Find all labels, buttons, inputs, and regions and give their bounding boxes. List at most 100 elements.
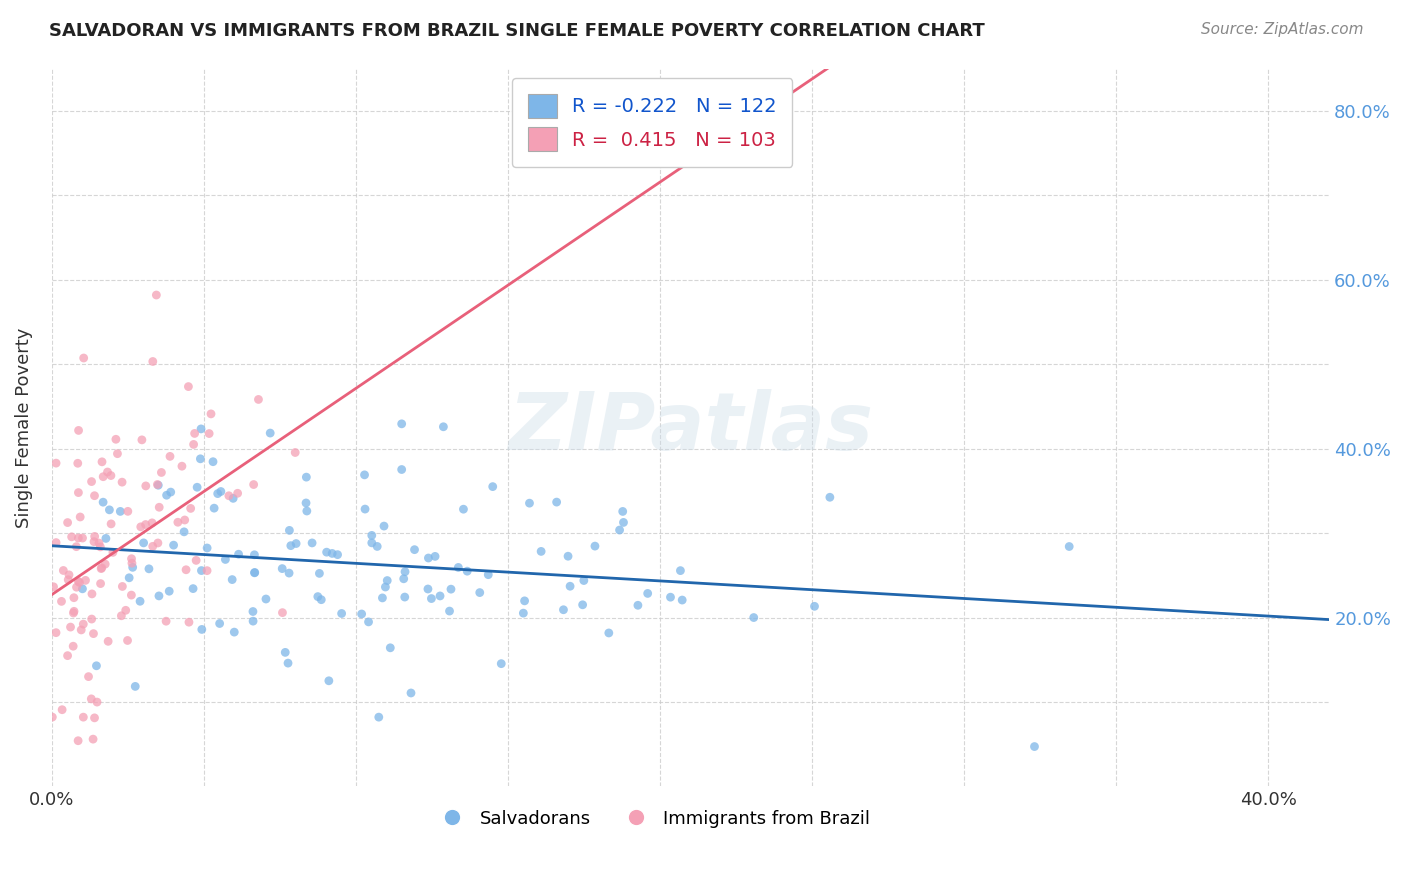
Point xyxy=(145,288,167,302)
Point xyxy=(468,585,491,599)
Point xyxy=(86,658,108,673)
Point xyxy=(247,392,270,407)
Point xyxy=(404,542,426,557)
Point xyxy=(107,447,129,461)
Point xyxy=(420,591,443,606)
Point xyxy=(198,426,221,441)
Point xyxy=(69,510,91,524)
Point xyxy=(259,425,281,440)
Point xyxy=(481,480,503,494)
Point xyxy=(177,379,200,393)
Point xyxy=(350,607,373,621)
Point xyxy=(277,656,299,670)
Point xyxy=(440,582,463,597)
Point xyxy=(63,604,86,618)
Point xyxy=(609,523,631,537)
Point xyxy=(94,532,117,546)
Point xyxy=(392,572,415,586)
Point xyxy=(308,566,330,581)
Point xyxy=(558,579,581,593)
Point xyxy=(321,546,343,560)
Point xyxy=(477,567,499,582)
Point xyxy=(1024,739,1046,754)
Point xyxy=(546,495,568,509)
Point xyxy=(394,590,416,604)
Point xyxy=(110,504,132,518)
Point xyxy=(117,504,139,518)
Point xyxy=(148,500,170,515)
Point xyxy=(159,485,181,500)
Point xyxy=(530,544,553,558)
Point xyxy=(173,513,195,527)
Point xyxy=(174,563,197,577)
Point xyxy=(367,710,389,724)
Legend: Salvadorans, Immigrants from Brazil: Salvadorans, Immigrants from Brazil xyxy=(427,803,877,835)
Point xyxy=(70,623,93,637)
Point xyxy=(357,615,380,629)
Point xyxy=(124,680,146,694)
Point xyxy=(104,432,127,446)
Point xyxy=(67,574,90,589)
Point xyxy=(512,606,534,620)
Point xyxy=(56,516,79,530)
Point xyxy=(243,566,266,580)
Point xyxy=(285,536,308,550)
Point xyxy=(374,580,396,594)
Point xyxy=(330,607,353,621)
Point xyxy=(87,536,110,550)
Point xyxy=(142,354,165,368)
Point xyxy=(418,551,440,566)
Point xyxy=(309,592,332,607)
Point xyxy=(83,534,105,549)
Point xyxy=(491,657,513,671)
Point xyxy=(399,686,422,700)
Point xyxy=(148,589,170,603)
Point xyxy=(129,594,152,608)
Point xyxy=(659,590,682,604)
Point xyxy=(96,465,118,479)
Point xyxy=(65,580,87,594)
Point xyxy=(146,536,169,550)
Point xyxy=(97,634,120,648)
Point xyxy=(280,539,302,553)
Point xyxy=(173,524,195,539)
Point xyxy=(315,545,337,559)
Point xyxy=(89,540,111,554)
Point xyxy=(155,488,177,502)
Point xyxy=(284,445,307,459)
Point xyxy=(60,530,83,544)
Point xyxy=(90,561,112,575)
Point xyxy=(243,548,266,562)
Point xyxy=(121,551,143,566)
Point xyxy=(243,566,266,580)
Point xyxy=(513,594,536,608)
Point xyxy=(360,536,382,550)
Point xyxy=(242,614,264,628)
Point xyxy=(228,547,250,561)
Point xyxy=(221,573,243,587)
Point xyxy=(159,450,181,464)
Point xyxy=(224,625,246,640)
Point xyxy=(612,516,634,530)
Point xyxy=(278,524,301,538)
Point xyxy=(818,490,841,504)
Point xyxy=(208,616,231,631)
Point xyxy=(627,599,650,613)
Point xyxy=(742,610,765,624)
Point xyxy=(83,529,105,543)
Point xyxy=(447,560,470,574)
Point xyxy=(72,582,94,596)
Point xyxy=(190,451,212,466)
Point xyxy=(271,561,294,575)
Point xyxy=(571,598,593,612)
Point xyxy=(62,639,84,653)
Point xyxy=(209,484,232,499)
Point xyxy=(207,486,229,500)
Point xyxy=(354,502,377,516)
Point xyxy=(572,574,595,588)
Point xyxy=(366,540,388,554)
Point xyxy=(318,673,340,688)
Point xyxy=(186,480,208,494)
Point xyxy=(375,574,398,588)
Point xyxy=(453,502,475,516)
